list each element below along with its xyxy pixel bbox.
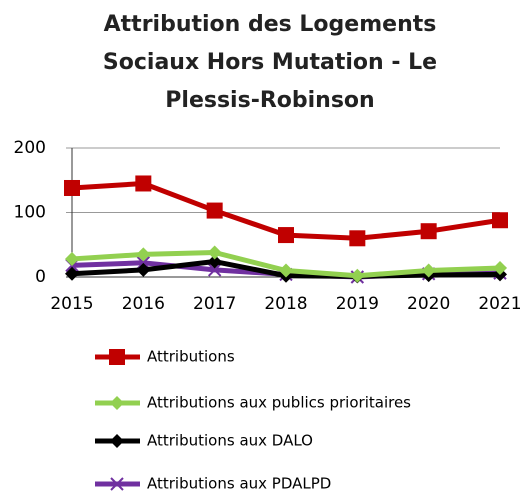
marker bbox=[64, 179, 80, 196]
marker bbox=[350, 268, 365, 283]
legend-label: Attributions aux DALO bbox=[147, 432, 313, 450]
x-tick-label: 2019 bbox=[336, 294, 379, 314]
legend-label: Attributions aux PDALPD bbox=[147, 475, 331, 493]
x-tick-label: 2016 bbox=[122, 294, 165, 314]
marker bbox=[349, 230, 366, 247]
marker bbox=[136, 247, 151, 262]
legend-label: Attributions aux publics prioritaires bbox=[147, 394, 411, 412]
marker bbox=[420, 223, 437, 240]
marker bbox=[136, 256, 151, 270]
x-tick-label: 2021 bbox=[478, 294, 521, 314]
marker bbox=[278, 227, 294, 244]
chart-title: Attribution des Logements Sociaux Hors M… bbox=[102, 12, 438, 113]
marker bbox=[109, 349, 125, 365]
legend-label: Attributions bbox=[147, 348, 235, 366]
x-tick-label: 2018 bbox=[264, 294, 307, 314]
marker bbox=[421, 263, 436, 278]
y-tick-label: 200 bbox=[14, 138, 46, 158]
x-tick-label: 2017 bbox=[193, 294, 236, 314]
marker bbox=[65, 251, 79, 266]
marker bbox=[110, 396, 124, 410]
marker bbox=[110, 477, 124, 491]
marker bbox=[207, 245, 222, 260]
marker bbox=[493, 260, 507, 275]
x-tick-label: 2015 bbox=[50, 294, 93, 314]
marker bbox=[206, 202, 223, 219]
marker bbox=[492, 212, 508, 229]
y-tick-label: 0 bbox=[35, 267, 46, 287]
marker bbox=[135, 175, 152, 192]
marker bbox=[110, 434, 124, 448]
marker bbox=[207, 263, 222, 277]
y-tick-label: 100 bbox=[14, 203, 46, 223]
marker bbox=[207, 254, 222, 269]
marker bbox=[65, 266, 79, 281]
marker bbox=[279, 263, 293, 278]
marker bbox=[136, 262, 151, 277]
x-tick-label: 2020 bbox=[407, 294, 450, 314]
